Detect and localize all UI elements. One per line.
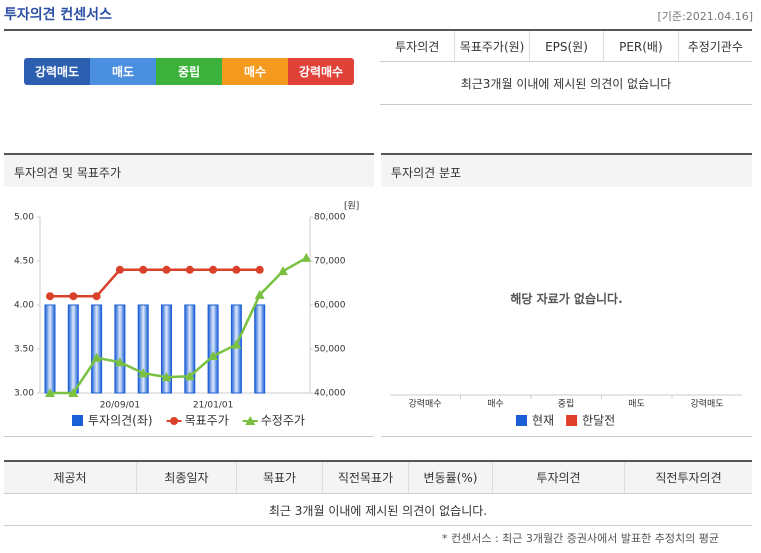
marker xyxy=(69,292,78,301)
y-tick-label: 4.00 xyxy=(14,301,34,311)
marker xyxy=(114,357,125,367)
bar xyxy=(67,304,79,394)
panel-header: 투자의견 및 목표주가 xyxy=(4,153,374,187)
marker xyxy=(161,372,172,382)
summary-table: 투자의견 목표주가(원) EPS(원) PER(배) 추정기관수 xyxy=(380,31,752,105)
marker xyxy=(255,265,264,274)
scale-button: 강력매수 xyxy=(288,58,354,85)
marker xyxy=(139,265,148,274)
opinion-scale: 강력매도 매도 중립 매수 강력매수 xyxy=(24,58,354,85)
column-header: 추정기관수 xyxy=(677,31,752,62)
legend-label: 목표주가 xyxy=(185,414,229,428)
marker xyxy=(68,388,79,397)
marker xyxy=(162,265,171,274)
column-header: 투자의견 xyxy=(492,462,624,494)
summary-message: 최근3개월 이내에 제시된 의견이 없습니다 xyxy=(460,76,672,91)
marker xyxy=(45,388,55,397)
legend-swatch xyxy=(72,415,83,426)
line xyxy=(50,268,260,298)
marker xyxy=(232,265,241,274)
marker xyxy=(46,292,54,301)
y2-tick-label: 70,000 xyxy=(314,257,346,267)
x-tick-label: 20/09/01 xyxy=(100,401,140,411)
column-header: 변동률(%) xyxy=(408,462,492,494)
marker xyxy=(208,351,219,361)
legend-label: 수정주가 xyxy=(261,414,305,428)
legend-swatch xyxy=(245,416,256,425)
date: [기준:2021.04.16] xyxy=(657,10,753,23)
scale-button: 매도 xyxy=(90,58,156,85)
legend-swatch xyxy=(516,415,527,426)
legend-swatch xyxy=(566,415,578,426)
bar xyxy=(207,304,219,394)
panel-header: 투자의견 분포 xyxy=(381,153,752,187)
marker xyxy=(278,266,288,276)
marker xyxy=(254,289,265,299)
y-tick-label: 5.00 xyxy=(14,213,34,223)
y-tick-label: 3.00 xyxy=(14,389,34,399)
bar xyxy=(161,304,172,394)
y2-unit: [원] xyxy=(344,201,359,212)
column-header: 투자의견 xyxy=(380,31,455,62)
scale-button: 강력매도 xyxy=(24,58,90,85)
marker xyxy=(231,339,242,349)
column-header: 목표가 xyxy=(236,462,322,494)
x-tick-label: 매수 xyxy=(487,399,504,410)
footnote: * 컨센서스 : 최근 3개월간 증권사에서 발표한 추정치의 평균 xyxy=(442,532,719,545)
marker xyxy=(138,368,149,378)
y2-tick-label: 80,000 xyxy=(314,213,346,223)
y2-tick-label: 50,000 xyxy=(314,345,346,355)
legend-swatch xyxy=(170,417,179,425)
column-header: 최종일자 xyxy=(136,462,236,494)
panel-rule xyxy=(4,436,374,437)
header-rule xyxy=(4,29,752,31)
bar xyxy=(91,304,103,394)
x-tick-label: 강력매도 xyxy=(690,398,723,410)
marker xyxy=(91,352,102,362)
marker xyxy=(184,371,195,381)
detail-message: 최근 3개월 이내에 제시된 의견이 없습니다. xyxy=(268,503,488,518)
legend-label: 한달전 xyxy=(582,414,615,428)
x-tick-label: 중립 xyxy=(558,399,575,410)
bar xyxy=(230,304,242,394)
marker xyxy=(115,265,124,274)
column-header: 제공처 xyxy=(4,462,136,494)
bar xyxy=(184,304,196,394)
no-data: 해당 자료가 없습니다. xyxy=(510,292,623,306)
y-tick-label: 4.50 xyxy=(14,257,34,267)
x-tick-label: 매도 xyxy=(628,399,645,410)
bar xyxy=(254,304,266,394)
column-header: 목표주가(원) xyxy=(454,31,529,62)
column-header: EPS(원) xyxy=(528,31,604,62)
column-header: 직전목표가 xyxy=(322,462,408,494)
legend-label: 투자의견(좌) xyxy=(88,414,153,428)
bar xyxy=(114,304,126,394)
marker xyxy=(185,265,194,274)
panel-rule xyxy=(381,436,752,437)
bar xyxy=(137,304,149,394)
marker xyxy=(301,252,312,262)
y2-tick-label: 40,000 xyxy=(314,389,346,399)
bar xyxy=(44,304,56,394)
marker xyxy=(209,265,218,274)
legend-label: 현재 xyxy=(532,414,554,428)
scale-button: 중립 xyxy=(156,58,222,85)
column-header: 직전투자의견 xyxy=(624,462,752,494)
y2-tick-label: 60,000 xyxy=(314,301,346,311)
x-tick-label: 강력매수 xyxy=(408,398,441,410)
line xyxy=(50,256,307,395)
marker xyxy=(92,292,101,301)
detail-table: 제공처 최종일자 목표가 직전목표가 변동률(%) 투자의견 직전투자의견 xyxy=(4,460,752,526)
scale-button: 매수 xyxy=(222,58,288,85)
title: 투자의견 컨센서스 xyxy=(4,7,112,23)
x-tick-label: 21/01/01 xyxy=(193,401,233,411)
y-tick-label: 3.50 xyxy=(14,345,34,355)
column-header: PER(배) xyxy=(603,31,678,62)
